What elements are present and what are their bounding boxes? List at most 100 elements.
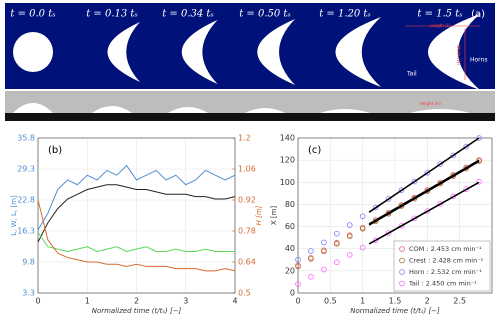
snapshot-label: t = 1.5 tₛ xyxy=(417,9,462,20)
x-tick-label: 2.5 xyxy=(453,297,466,306)
point xyxy=(372,237,379,244)
top-view-strip xyxy=(5,3,495,89)
x-tick-label: 3 xyxy=(183,297,188,306)
legend-label: Horn : 2.532 cm min⁻¹ xyxy=(409,268,482,276)
point xyxy=(333,230,340,237)
y-tick-label: 80 xyxy=(285,200,295,209)
legend-marker xyxy=(399,280,405,287)
series-line xyxy=(37,199,236,272)
legend-label: Crest : 2.428 cm min⁻¹ xyxy=(409,257,484,265)
x-axis-label: Normalized time (t/tₛ) [−] xyxy=(92,307,182,315)
point xyxy=(359,244,366,251)
series-line xyxy=(37,232,235,253)
x-tick-label: 1.5 xyxy=(389,297,402,306)
y-tick-label: 120 xyxy=(280,156,295,165)
y-tick-label: 40 xyxy=(285,244,295,253)
dune-profile xyxy=(245,108,285,113)
x-tick-label: 0 xyxy=(295,297,300,306)
legend-label: Tail : 2.450 cm min⁻¹ xyxy=(408,280,477,288)
point xyxy=(385,196,392,202)
point xyxy=(424,169,431,176)
point xyxy=(359,225,366,232)
y-tick-label: 60 xyxy=(285,222,295,231)
point xyxy=(437,200,444,207)
snapshot-label: t = 1.20 tₛ xyxy=(319,9,371,20)
dune-shape xyxy=(107,22,140,82)
point xyxy=(424,188,431,194)
snapshot-label: t = 0.50 tₛ xyxy=(239,9,291,20)
point xyxy=(321,239,327,246)
dune-shape xyxy=(13,32,53,72)
y2-axis-label: H [m] xyxy=(255,205,263,225)
point xyxy=(450,193,457,200)
dune-shape xyxy=(335,17,381,87)
y2-tick-label: 1.06 xyxy=(238,165,256,174)
fit-line xyxy=(368,160,480,226)
dune-profile xyxy=(320,109,370,113)
point xyxy=(476,135,482,141)
x-axis-label: Normalized time (t/tₛ) [−] xyxy=(350,307,440,315)
point xyxy=(333,241,340,247)
legend-marker xyxy=(399,269,405,275)
point xyxy=(450,152,457,159)
y-tick-label: 35.8 xyxy=(17,134,35,143)
point xyxy=(295,263,301,270)
legend-label: COM : 2.453 cm min⁻¹ xyxy=(409,245,482,253)
point xyxy=(372,204,379,211)
annotation: Horns xyxy=(470,57,487,64)
y2-tick-label: 0.5 xyxy=(238,289,251,298)
y-tick-label: 0 xyxy=(290,289,295,298)
y-tick-label: 140 xyxy=(280,134,295,143)
x-tick-label: 1 xyxy=(360,297,365,306)
point xyxy=(385,210,392,217)
x-tick-label: 2 xyxy=(425,297,430,306)
panel-label: (b) xyxy=(48,145,62,156)
point xyxy=(333,259,340,266)
point xyxy=(437,180,444,187)
panel-label: (a) xyxy=(471,9,485,20)
legend-box xyxy=(393,240,491,292)
y-tick-label: 16.3 xyxy=(17,227,35,236)
y-tick-label: 29.3 xyxy=(17,165,35,174)
point xyxy=(385,230,392,236)
plot-frame xyxy=(297,137,493,294)
annotation: Width (W) xyxy=(456,45,461,65)
point xyxy=(295,256,301,263)
fit-line xyxy=(368,159,480,225)
annotation: Height (H) xyxy=(420,101,441,106)
panel-label: (c) xyxy=(308,145,321,156)
snapshot-label: t = 0.13 tₛ xyxy=(86,9,138,20)
x-tick-label: 0 xyxy=(35,297,40,306)
bed xyxy=(5,113,495,121)
fit-line xyxy=(368,181,480,245)
point xyxy=(450,173,457,179)
point xyxy=(359,213,366,220)
snapshot-label: t = 0.0 tₛ xyxy=(10,9,55,20)
y2-tick-label: 0.78 xyxy=(238,227,256,236)
dune-profile xyxy=(92,106,132,113)
dune-shape xyxy=(428,14,480,90)
x-tick-label: 4 xyxy=(232,297,237,306)
y-axis-label: X [m] xyxy=(270,206,278,226)
y2-tick-label: 1.2 xyxy=(238,134,251,143)
point xyxy=(308,274,314,280)
point xyxy=(463,143,469,150)
point xyxy=(295,281,301,287)
plot-frame xyxy=(37,137,236,294)
x-tick-label: 2 xyxy=(134,297,139,306)
point xyxy=(308,256,314,262)
point xyxy=(398,203,405,210)
x-tick-label: 0.5 xyxy=(324,297,337,306)
series-line xyxy=(37,164,236,231)
x-tick-label: 1 xyxy=(85,297,90,306)
annotation: Tail xyxy=(406,71,417,78)
point xyxy=(476,179,482,185)
y-tick-label: 20 xyxy=(285,266,295,275)
legend-marker xyxy=(399,257,405,264)
point xyxy=(411,178,418,185)
point xyxy=(424,208,431,214)
y2-tick-label: 0.64 xyxy=(238,258,256,267)
point xyxy=(346,233,353,240)
point xyxy=(411,195,418,202)
